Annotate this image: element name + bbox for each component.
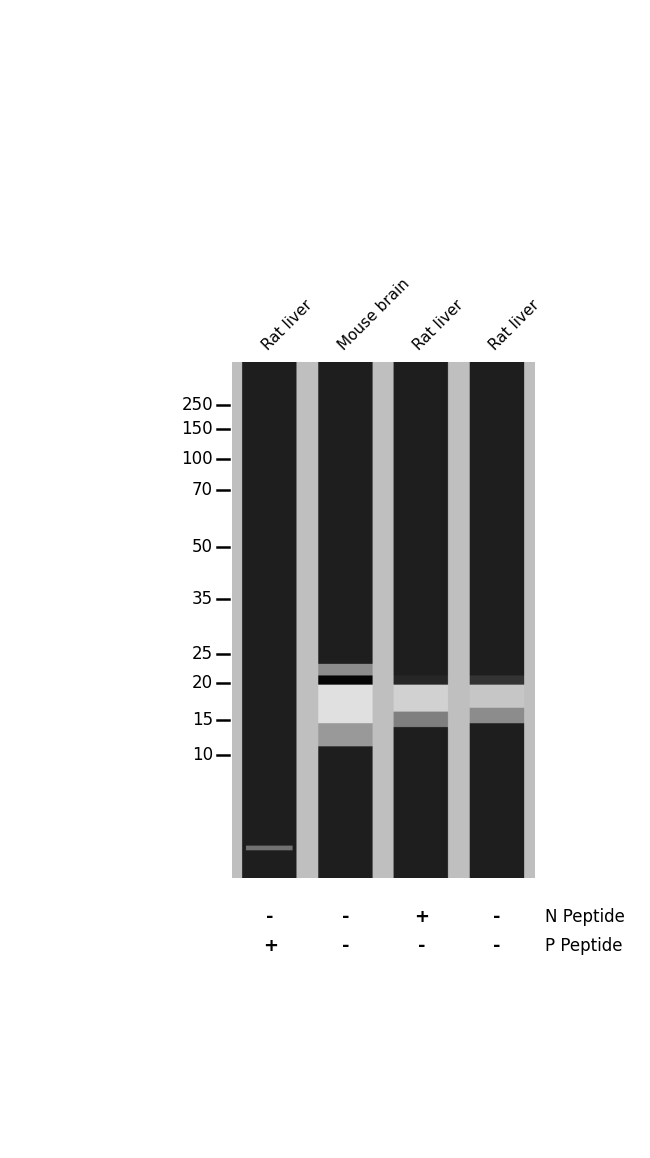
Text: 15: 15 <box>192 711 213 728</box>
Text: 70: 70 <box>192 482 213 499</box>
Text: Rat liver: Rat liver <box>259 298 315 353</box>
Text: +: + <box>263 937 278 955</box>
Text: 250: 250 <box>181 396 213 413</box>
Text: 100: 100 <box>181 450 213 468</box>
Text: -: - <box>342 937 350 955</box>
Text: Rat liver: Rat liver <box>486 298 542 353</box>
Text: -: - <box>493 937 501 955</box>
Text: 25: 25 <box>192 645 213 662</box>
Text: Rat liver: Rat liver <box>411 298 467 353</box>
Text: 50: 50 <box>192 538 213 556</box>
Text: N Peptide: N Peptide <box>545 908 625 925</box>
Text: Mouse brain: Mouse brain <box>335 276 412 353</box>
Text: 10: 10 <box>192 747 213 764</box>
Text: -: - <box>266 908 274 925</box>
Text: 150: 150 <box>181 420 213 439</box>
Text: P Peptide: P Peptide <box>545 937 622 955</box>
Text: -: - <box>493 908 501 925</box>
Text: -: - <box>342 908 350 925</box>
Text: -: - <box>417 937 425 955</box>
Text: 20: 20 <box>192 674 213 692</box>
Text: +: + <box>414 908 429 925</box>
Text: 35: 35 <box>192 589 213 608</box>
